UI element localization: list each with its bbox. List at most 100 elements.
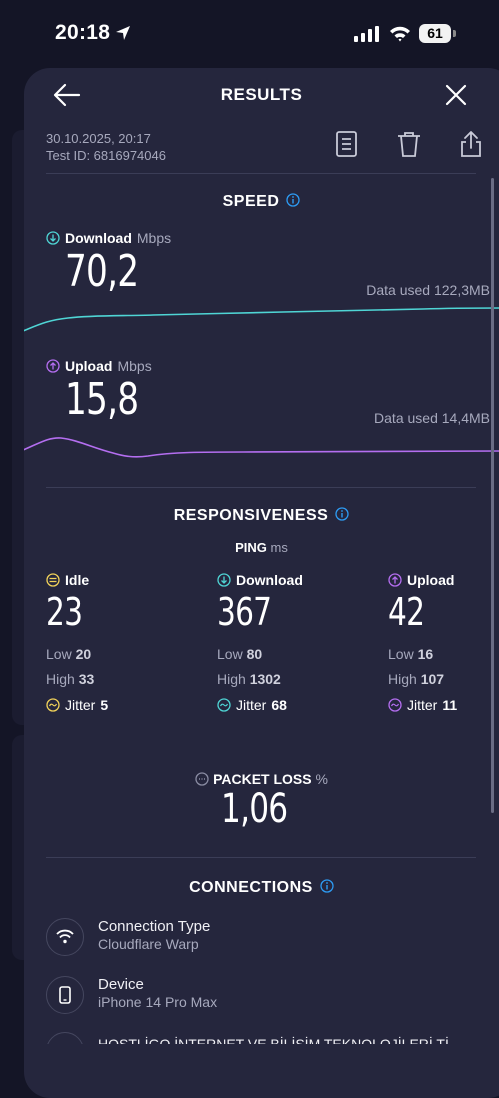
jitter-label: Jitter	[236, 696, 267, 713]
upload-label: Upload Mbps	[46, 358, 152, 374]
ping-download-high: High 1302	[217, 667, 347, 692]
signal-icon	[354, 26, 379, 42]
server-icon	[46, 1032, 84, 1044]
ping-idle-header: Idle	[46, 572, 176, 588]
upload-speed-graph	[24, 437, 499, 458]
high-label: High	[388, 671, 417, 687]
jitter-icon	[388, 697, 402, 712]
upload-unit: Mbps	[117, 358, 152, 374]
ping-upload-value: 42	[388, 590, 425, 634]
divider	[46, 173, 476, 174]
scrollbar[interactable]	[491, 178, 494, 813]
ping-heading: PING ms	[24, 540, 499, 555]
ping-idle-value: 23	[46, 590, 83, 634]
idle-icon	[46, 573, 60, 587]
ping-download-header: Download	[217, 572, 347, 588]
jitter-icon	[217, 697, 231, 712]
ping-idle-label: Idle	[65, 572, 90, 588]
upload-label-text: Upload	[65, 358, 113, 374]
upload-data-used: Data used 14,4MB	[374, 410, 490, 426]
download-label-text: Download	[65, 230, 132, 246]
responsiveness-section-title: RESPONSIVENESS	[24, 507, 499, 525]
ping-download-column: Download 367 Low 80 High 1302 Jitter 68	[217, 572, 347, 717]
battery-icon: 61	[419, 24, 451, 43]
packet-loss-heading: PACKET LOSS %	[24, 771, 499, 787]
ping-download-jitter: Jitter 68	[217, 692, 347, 717]
high-label: High	[46, 671, 75, 687]
ping-download-value: 367	[217, 590, 272, 634]
packet-loss-value: 1,06	[221, 786, 288, 832]
download-arrow-icon	[217, 573, 231, 587]
jitter-label: Jitter	[407, 696, 438, 713]
ping-unit: ms	[270, 540, 288, 555]
provider-title: HOSTLİGO İNTERNET VE BİLİŞİM TEKNOLOJİLE…	[98, 1036, 449, 1044]
high-value: 107	[420, 671, 445, 687]
test-id: Test ID: 6816974046	[46, 148, 166, 163]
battery-tip	[453, 30, 456, 37]
packet-loss-icon	[195, 772, 209, 786]
device-value: iPhone 14 Pro Max	[98, 994, 218, 1010]
high-value: 1302	[249, 671, 281, 687]
ping-upload-label: Upload	[407, 572, 455, 588]
ping-upload-low: Low 16	[388, 642, 498, 667]
ping-upload-column: Upload 42 Low 16 High 107 Jitter 11	[388, 572, 498, 717]
ping-idle-high: High 33	[46, 667, 176, 692]
connection-type-item: Connection Type Cloudflare Warp	[46, 918, 476, 958]
wifi-connection-icon	[46, 918, 84, 956]
provider-item: HOSTLİGO İNTERNET VE BİLİŞİM TEKNOLOJİLE…	[46, 1032, 476, 1044]
connections-title: CONNECTIONS	[189, 879, 313, 896]
location-arrow-icon	[116, 26, 130, 40]
results-sheet: RESULTS 30.10.2025, 20:17 Test ID: 68169…	[24, 68, 499, 1098]
packet-loss-unit: %	[315, 771, 328, 787]
jitter-icon	[46, 697, 60, 712]
close-icon[interactable]	[444, 83, 468, 107]
jitter-value: 5	[100, 696, 109, 713]
connection-type-title: Connection Type	[98, 918, 211, 935]
high-value: 33	[78, 671, 95, 687]
ping-idle-column: Idle 23 Low 20 High 33 Jitter 5	[46, 572, 176, 717]
jitter-value: 11	[442, 696, 458, 713]
ping-idle-low: Low 20	[46, 642, 176, 667]
status-bar: 20:18 61	[0, 0, 499, 66]
low-label: Low	[217, 646, 243, 662]
ping-download-low: Low 80	[217, 642, 347, 667]
device-item: Device iPhone 14 Pro Max	[46, 976, 476, 1016]
divider	[46, 487, 476, 488]
wifi-icon	[390, 26, 410, 42]
info-icon[interactable]	[335, 507, 349, 521]
download-speed-value: 70,2	[65, 246, 139, 297]
back-arrow-icon[interactable]	[52, 82, 82, 108]
packet-loss-label: PACKET LOSS	[213, 771, 312, 787]
speed-section-title: SPEED	[24, 193, 499, 211]
trash-icon[interactable]	[396, 130, 422, 158]
ping-upload-header: Upload	[388, 572, 498, 588]
ping-upload-high: High 107	[388, 667, 498, 692]
upload-speed-value: 15,8	[65, 374, 139, 425]
divider	[46, 857, 476, 858]
download-label: Download Mbps	[46, 230, 171, 246]
status-time: 20:18	[55, 21, 111, 44]
jitter-value: 68	[271, 696, 287, 713]
page-title: RESULTS	[220, 85, 303, 104]
connections-section-title: CONNECTIONS	[24, 879, 499, 897]
high-label: High	[217, 671, 246, 687]
low-value: 20	[75, 646, 92, 662]
speed-title: SPEED	[222, 193, 280, 210]
ping-label: PING	[235, 540, 267, 555]
download-speed-graph	[24, 307, 499, 332]
low-label: Low	[46, 646, 72, 662]
low-value: 16	[417, 646, 434, 662]
info-icon[interactable]	[286, 193, 301, 207]
share-icon[interactable]	[458, 130, 484, 158]
phone-icon	[46, 976, 84, 1014]
document-icon[interactable]	[334, 130, 360, 158]
info-icon[interactable]	[320, 879, 334, 893]
download-data-used: Data used 122,3MB	[366, 282, 490, 298]
jitter-label: Jitter	[65, 696, 96, 713]
low-label: Low	[388, 646, 414, 662]
connection-type-value: Cloudflare Warp	[98, 936, 199, 952]
ping-download-label: Download	[236, 572, 303, 588]
download-arrow-icon	[46, 231, 60, 245]
low-value: 80	[246, 646, 263, 662]
ping-idle-jitter: Jitter 5	[46, 692, 176, 717]
